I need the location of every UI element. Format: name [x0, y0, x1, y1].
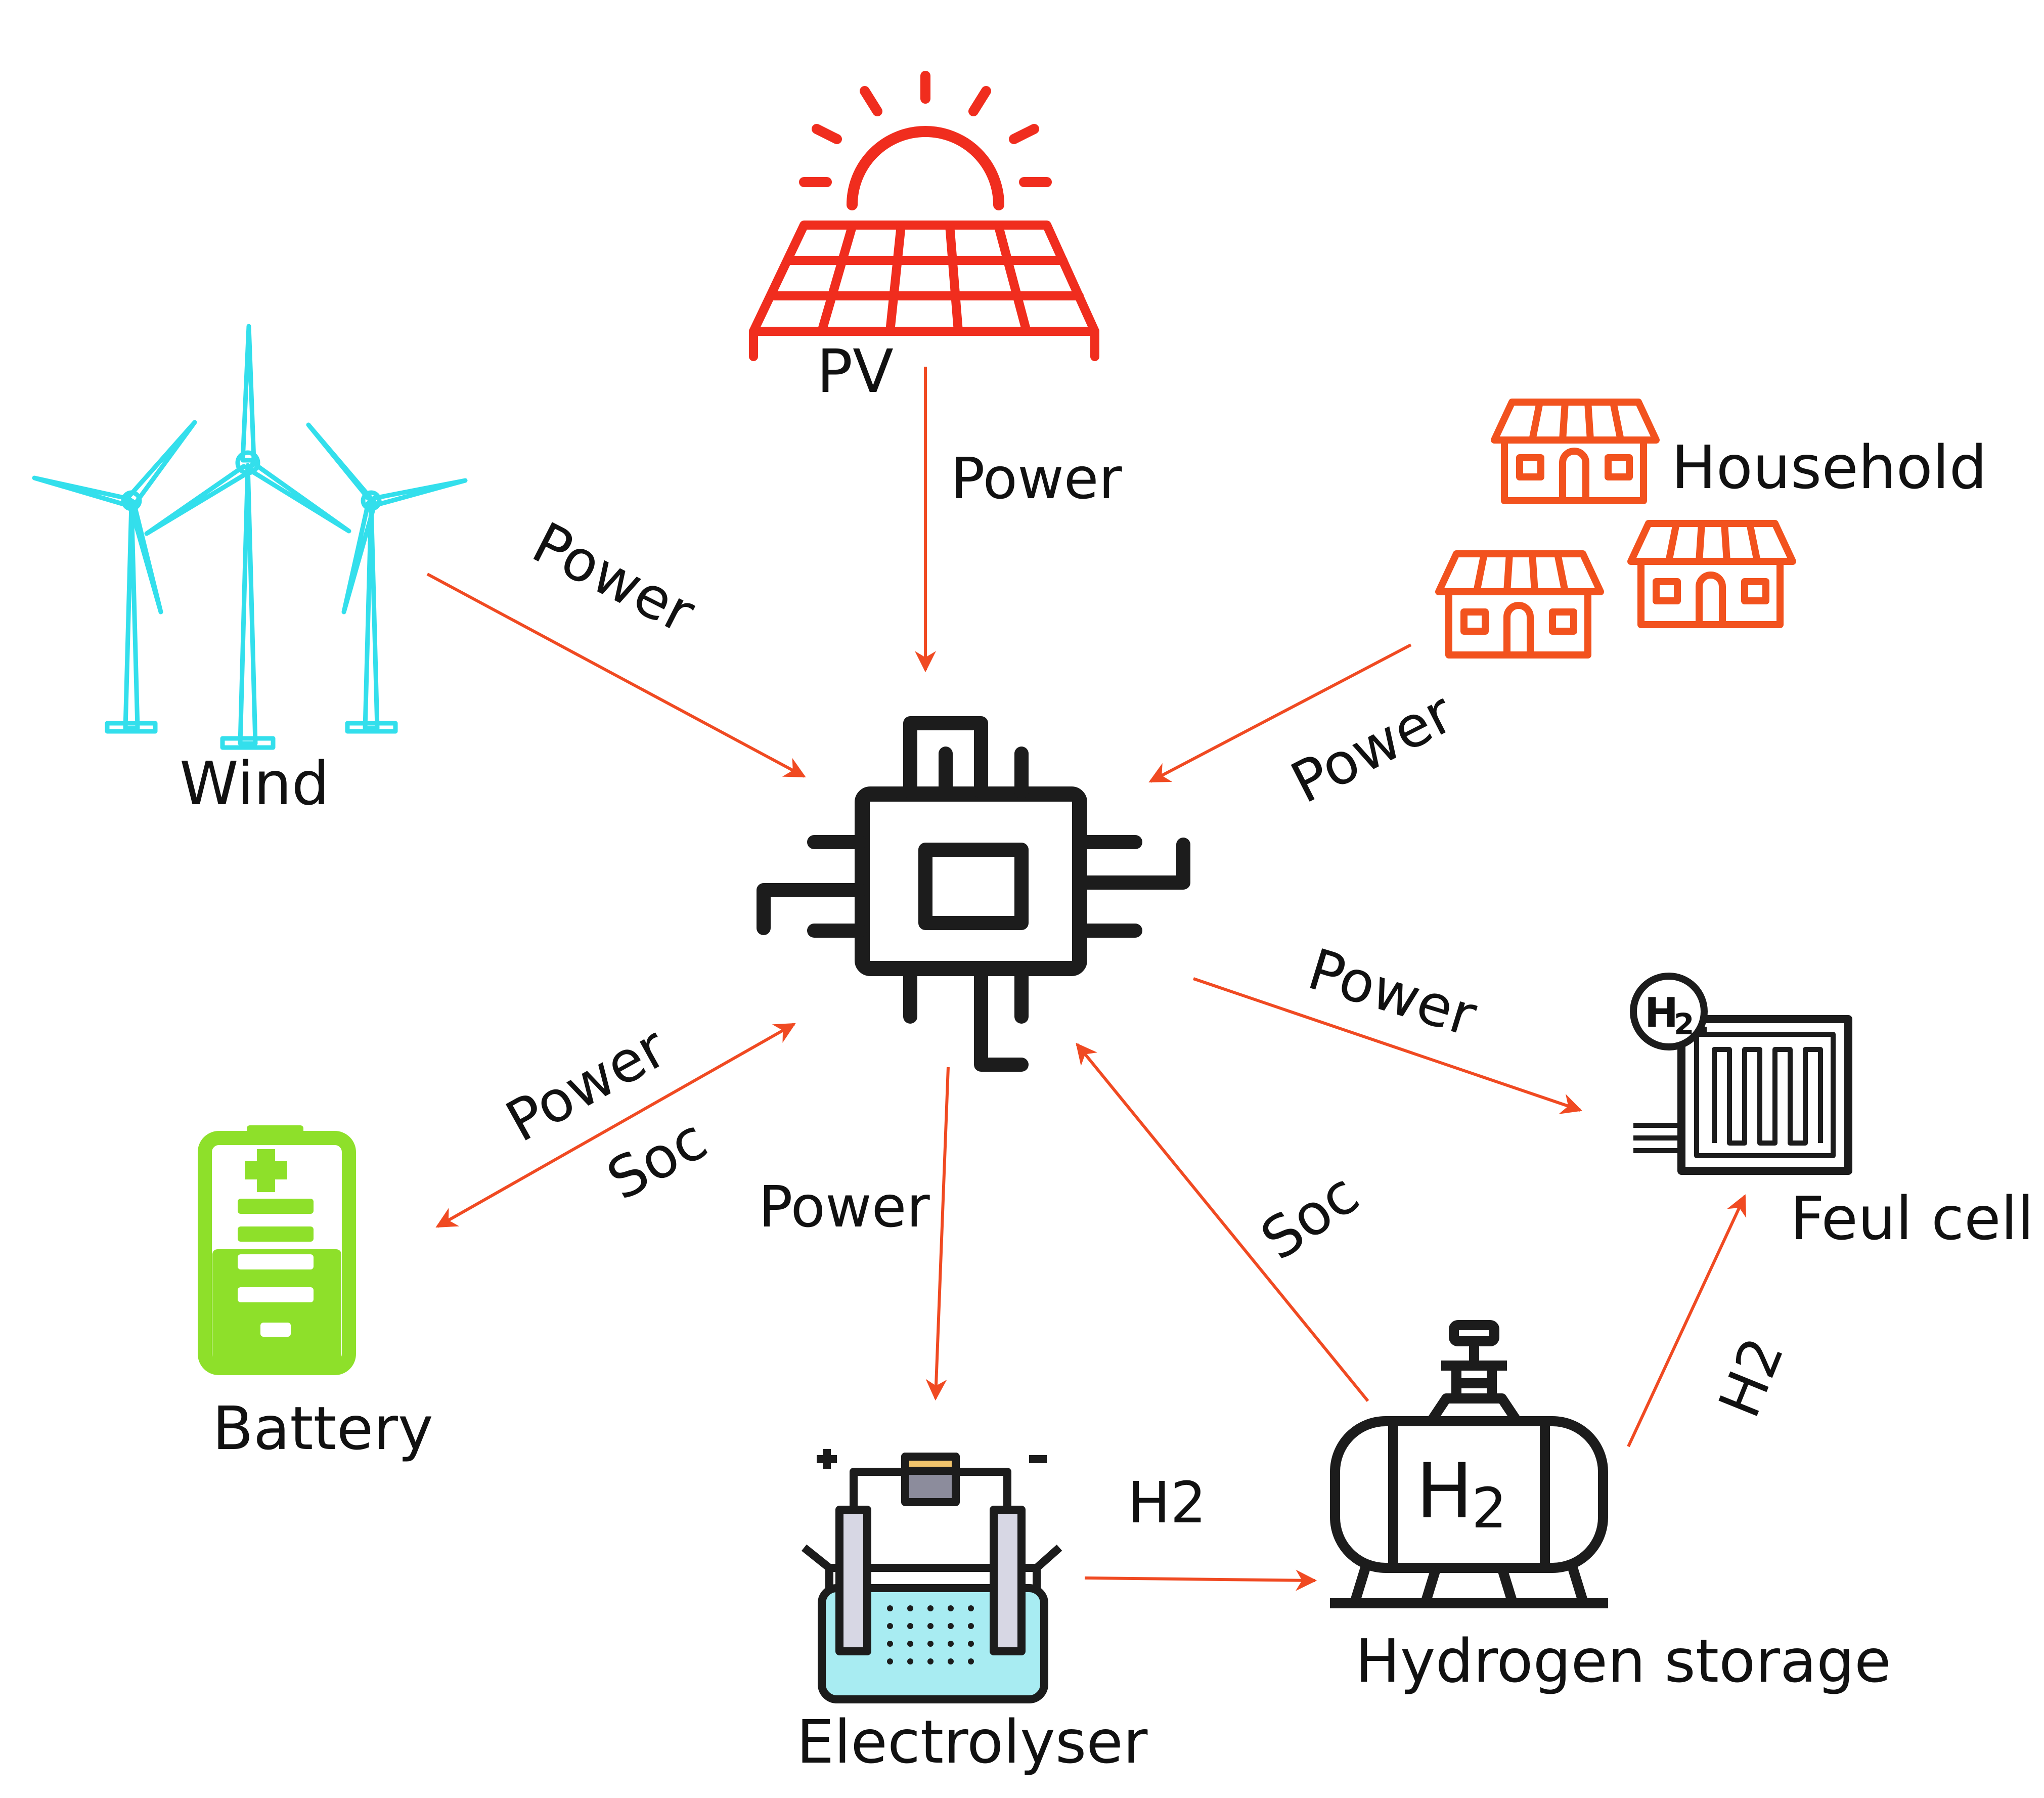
hydrogen-tank-badge: H — [1416, 1448, 1473, 1536]
edge-label-wind-power: Power — [522, 510, 705, 646]
battery-label: Battery — [212, 1393, 433, 1463]
edge-label-electrolyser-power: Power — [759, 1174, 930, 1240]
fuel-cell-label: Feul cell — [1790, 1183, 2034, 1253]
edge-controller-fuelcell — [1193, 977, 1582, 1114]
hydrogen-tank-icon — [1330, 1320, 1608, 1608]
house-icon — [1435, 399, 1796, 659]
edge-household-controller — [1148, 643, 1412, 783]
fuel-cell-badge-subscript: 2 — [1674, 1007, 1694, 1041]
hydrogen-tank-badge-subscript: 2 — [1472, 1476, 1507, 1541]
fuel-cell-icon — [1630, 973, 1852, 1175]
edge-label-electrolyser-h2: H2 — [1128, 1470, 1206, 1536]
edge-label-storage-fuelcell-h2: H2 — [1707, 1329, 1797, 1426]
electrolyser-icon — [802, 1449, 1062, 1703]
edge-label-battery-soc: Soc — [597, 1106, 718, 1213]
edge-label-fuelcell-power: Power — [1301, 937, 1484, 1050]
electrolyser-label: Electrolyser — [796, 1707, 1148, 1777]
pv-label: PV — [817, 336, 894, 406]
hydrogen-storage-label: Hydrogen storage — [1355, 1626, 1891, 1696]
fuel-cell-badge: H — [1645, 989, 1678, 1036]
edge-wind-controller — [426, 573, 806, 778]
household-label: Household — [1671, 432, 1987, 502]
microchip-icon — [757, 716, 1190, 1072]
edge-controller-battery — [435, 1023, 796, 1228]
edge-label-storage-soc: Soc — [1250, 1161, 1370, 1273]
edge-storage-fuelcell — [1627, 1194, 1747, 1448]
edge-electrolyser-storage — [1084, 1569, 1317, 1591]
solar-panel-icon — [749, 71, 1099, 361]
edge-controller-electrolyser — [925, 1067, 950, 1401]
battery-icon — [198, 1125, 356, 1375]
wind-turbine-icon — [32, 324, 468, 750]
wind-label: Wind — [180, 749, 330, 818]
electrolyte-bubbles — [887, 1605, 974, 1664]
edge-storage-controller — [1076, 1042, 1369, 1402]
edge-label-pv-power: Power — [951, 446, 1123, 512]
